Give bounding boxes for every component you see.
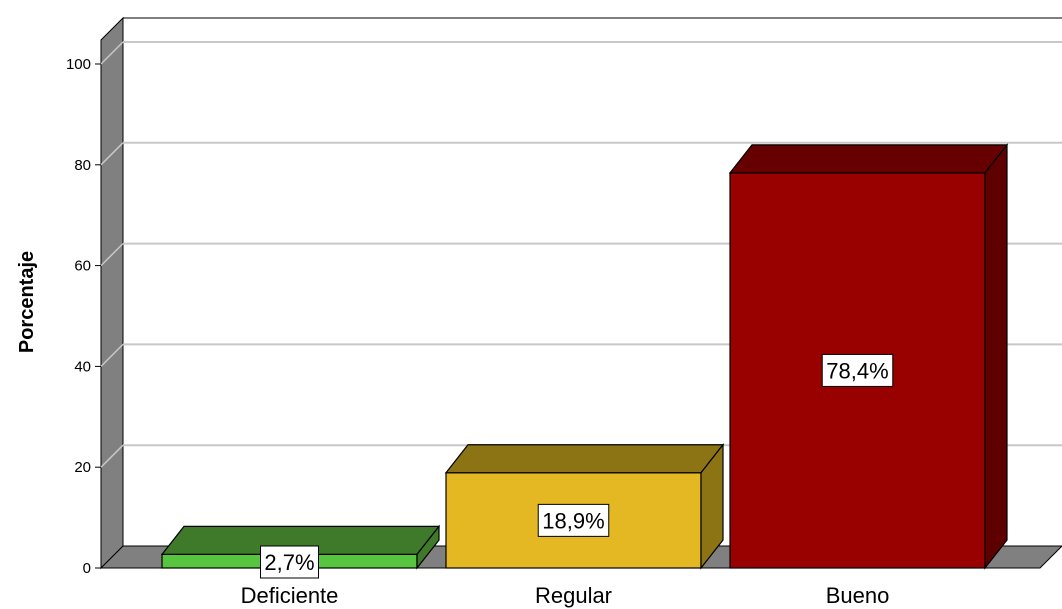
bar-side [700, 443, 724, 570]
data-label-value: 18,9% [542, 508, 604, 533]
y-tick-label: 20 [74, 459, 91, 476]
data-label-value: 2,7% [264, 550, 314, 575]
gridline-side [100, 41, 124, 65]
x-tick-label: Regular [535, 583, 612, 608]
data-label-box [537, 503, 610, 537]
y-tick-label: 40 [74, 358, 91, 375]
data-label-value: 78,4% [826, 358, 888, 383]
gridline-side [100, 243, 124, 267]
side-wall [100, 16, 124, 570]
gridline-side [100, 444, 124, 468]
y-axis-title: Porcentaje [16, 251, 38, 353]
data-label-box [821, 353, 894, 387]
gridline-side [100, 142, 124, 166]
data-label: 18,9% [537, 503, 610, 537]
y-tick-label: 60 [74, 258, 91, 275]
bar-side [416, 524, 440, 570]
x-tick-label: Bueno [826, 583, 890, 608]
data-label: 78,4% [821, 353, 894, 387]
bar-side [984, 143, 1008, 570]
bar-top [444, 444, 725, 474]
y-tick-label: 80 [74, 157, 91, 174]
x-tick-label: Deficiente [241, 583, 339, 608]
y-tick-label: 0 [83, 560, 91, 577]
y-tick-label: 100 [66, 56, 91, 73]
bar-top [728, 144, 1009, 174]
data-label: 2,7% [260, 545, 319, 579]
gridline-side [100, 343, 124, 367]
data-label-box [260, 545, 319, 579]
